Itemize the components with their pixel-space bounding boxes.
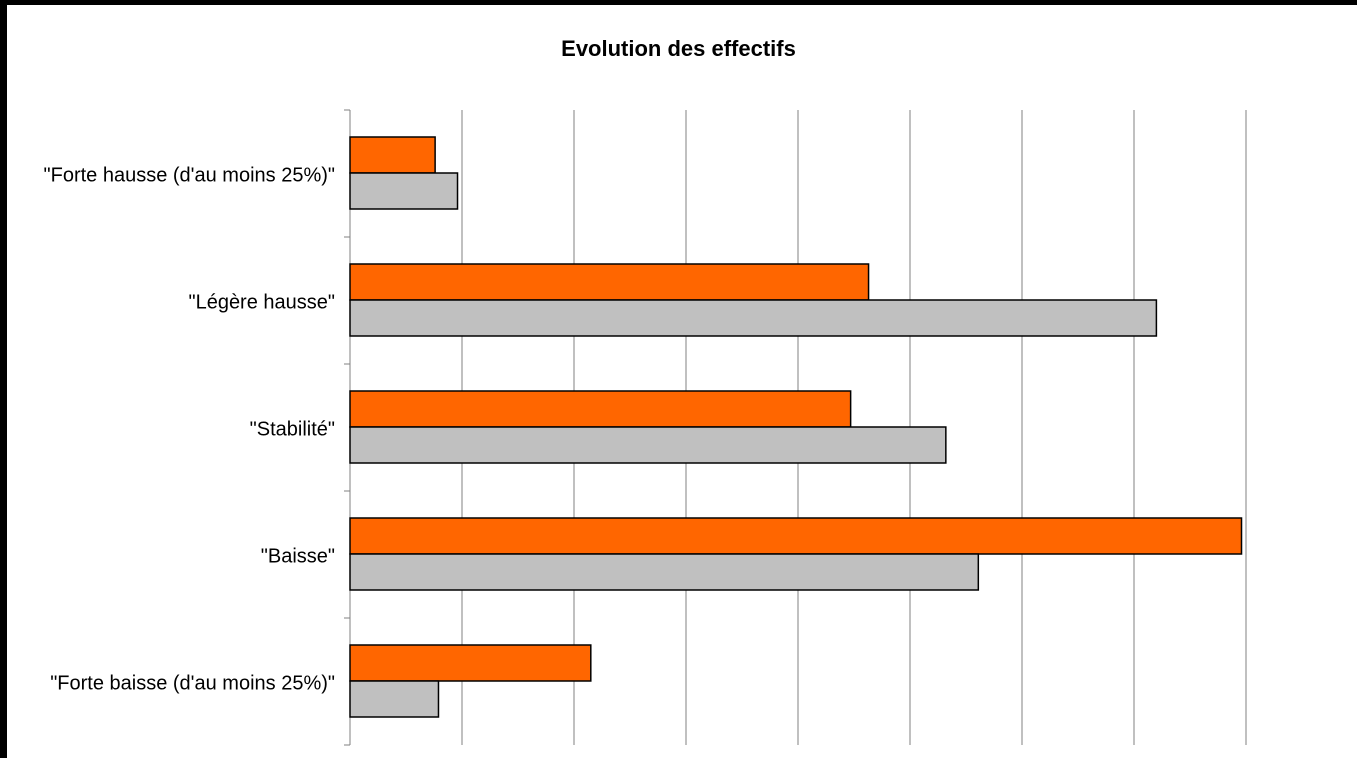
bar	[349, 426, 947, 464]
y-tick-label-text: "Forte baisse (d'au moins 25%)"	[50, 672, 335, 694]
bar	[349, 390, 852, 428]
bar	[349, 299, 1158, 337]
y-tick-label-text: "Légère hausse"	[188, 291, 335, 313]
y-tick-label: "Baisse"	[5, 541, 335, 572]
bar	[349, 553, 980, 591]
bar	[349, 172, 459, 210]
y-tick-label: "Forte baisse (d'au moins 25%)"	[5, 668, 335, 699]
bar	[349, 136, 436, 174]
y-tick-label-text: "Baisse"	[260, 545, 335, 567]
y-tick-label-text: "Forte hausse (d'au moins 25%)"	[43, 164, 335, 186]
bar	[349, 517, 1243, 555]
y-tick-label: "Forte hausse (d'au moins 25%)"	[5, 160, 335, 191]
y-tick-label: "Légère hausse"	[5, 287, 335, 318]
bar	[349, 680, 440, 718]
y-tick-label-text: "Stabilité"	[249, 418, 335, 440]
bar	[349, 644, 592, 682]
bar	[349, 263, 870, 301]
chart-area	[7, 5, 1357, 758]
y-tick-label: "Stabilité"	[5, 414, 335, 445]
chart-title: Evolution des effectifs	[561, 36, 796, 61]
